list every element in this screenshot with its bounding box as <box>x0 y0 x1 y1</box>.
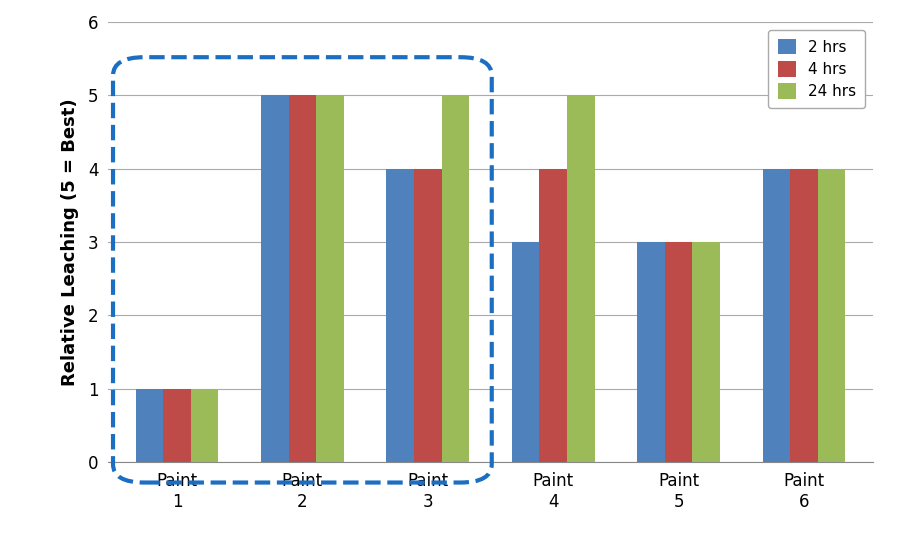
Bar <box>692 242 720 462</box>
Bar <box>316 95 344 462</box>
Bar <box>386 169 414 462</box>
Bar <box>637 242 665 462</box>
Legend: 2 hrs, 4 hrs, 24 hrs: 2 hrs, 4 hrs, 24 hrs <box>769 30 866 108</box>
Bar <box>191 389 219 462</box>
Bar <box>567 95 595 462</box>
Bar <box>818 169 845 462</box>
Bar <box>665 242 692 462</box>
Bar <box>762 169 790 462</box>
Bar <box>136 389 163 462</box>
Bar <box>414 169 442 462</box>
Bar <box>512 242 539 462</box>
Bar <box>442 95 469 462</box>
Bar <box>163 389 191 462</box>
Bar <box>790 169 818 462</box>
Bar <box>289 95 316 462</box>
Bar <box>261 95 289 462</box>
Bar <box>539 169 567 462</box>
Y-axis label: Relative Leaching (5 = Best): Relative Leaching (5 = Best) <box>61 98 79 386</box>
